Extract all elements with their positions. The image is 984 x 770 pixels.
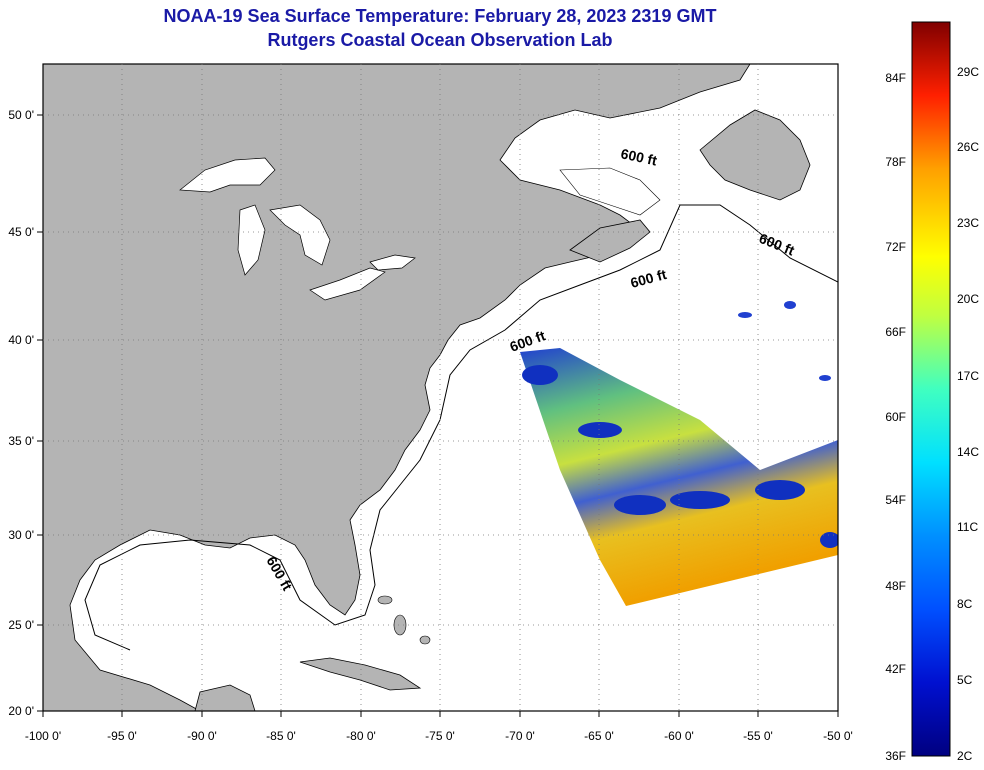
celsius-label: 23C <box>957 216 979 230</box>
longitude-ticks: -100 0' -95 0' -90 0' -85 0' -80 0' -75 0' -70… <box>25 711 853 743</box>
longitude-tick-label: -95 0' <box>107 729 137 743</box>
latitude-tick-label: 45 0' <box>8 225 34 239</box>
fahrenheit-label: 60F <box>885 410 906 424</box>
celsius-label: 8C <box>957 597 973 611</box>
depth-contour-600ft <box>84 204 838 651</box>
latitude-tick-label: 50 0' <box>8 108 34 122</box>
celsius-label: 5C <box>957 673 973 687</box>
longitude-tick-label: -55 0' <box>743 729 773 743</box>
longitude-tick-label: -80 0' <box>346 729 376 743</box>
fahrenheit-label: 78F <box>885 155 906 169</box>
latitude-tick-label: 25 0' <box>8 618 34 632</box>
longitude-tick-label: -50 0' <box>823 729 853 743</box>
contour-label: 600 ft <box>619 145 658 168</box>
celsius-label: 2C <box>957 749 973 763</box>
celsius-label: 17C <box>957 369 979 383</box>
longitude-tick-label: -70 0' <box>505 729 535 743</box>
longitude-tick-label: -85 0' <box>266 729 296 743</box>
celsius-label: 29C <box>957 65 979 79</box>
map-subtitle: Rutgers Coastal Ocean Observation Lab <box>267 30 613 50</box>
fahrenheit-label: 72F <box>885 240 906 254</box>
map-title: NOAA-19 Sea Surface Temperature: Februar… <box>163 6 717 26</box>
sst-swath <box>520 348 838 606</box>
celsius-label: 11C <box>957 520 978 534</box>
color-scale-bar <box>911 21 951 757</box>
celsius-label: 20C <box>957 292 979 306</box>
latitude-tick-label: 35 0' <box>8 434 34 448</box>
latitude-tick-label: 20 0' <box>8 704 34 718</box>
longitude-tick-label: -90 0' <box>187 729 217 743</box>
longitude-tick-label: -65 0' <box>584 729 614 743</box>
longitude-tick-label: -75 0' <box>425 729 455 743</box>
newfoundland <box>699 109 811 201</box>
latitude-tick-label: 40 0' <box>8 333 34 347</box>
latitude-ticks: 50 0' 45 0' 40 0' 35 0' 30 0' 25 0' 20 0' <box>8 108 43 718</box>
north-america-land <box>43 64 751 711</box>
longitude-tick-label: -100 0' <box>25 729 61 743</box>
fahrenheit-label: 54F <box>885 493 906 507</box>
celsius-label: 26C <box>957 140 979 154</box>
colorbar-celsius-labels: 29C 26C 23C 20C 17C 14C 11C 8C 5C 2C <box>957 65 979 763</box>
cuba <box>299 657 422 691</box>
fahrenheit-label: 66F <box>885 325 906 339</box>
colorbar-fahrenheit-labels: 84F 78F 72F 66F 60F 54F 48F 42F 36F <box>885 71 906 763</box>
fahrenheit-label: 42F <box>885 662 906 676</box>
fahrenheit-label: 36F <box>885 749 906 763</box>
cold-patches <box>522 365 838 548</box>
fahrenheit-label: 48F <box>885 579 906 593</box>
latitude-tick-label: 30 0' <box>8 528 34 542</box>
longitude-tick-label: -60 0' <box>664 729 694 743</box>
celsius-label: 14C <box>957 445 979 459</box>
fahrenheit-label: 84F <box>885 71 906 85</box>
great-lakes <box>179 157 416 301</box>
